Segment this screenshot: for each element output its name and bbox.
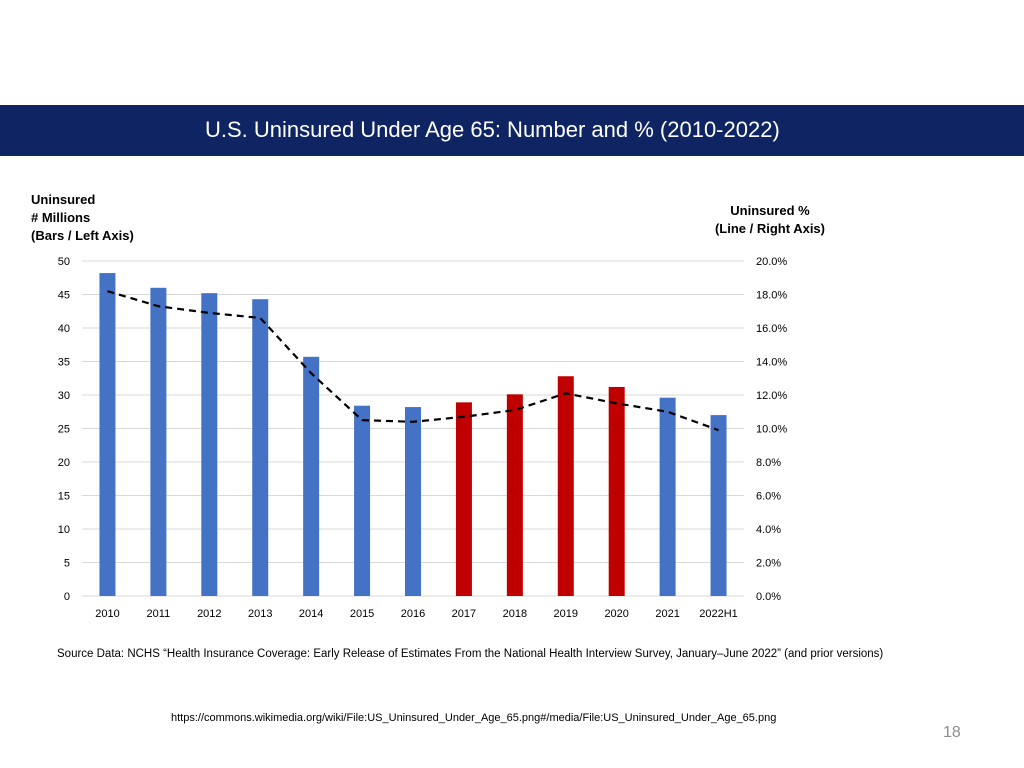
bar — [659, 397, 676, 596]
bar — [608, 386, 625, 596]
left-tick-label: 35 — [58, 357, 70, 369]
right-tick-label: 14.0% — [756, 357, 787, 369]
right-tick-label: 18.0% — [756, 290, 787, 302]
left-axis-label-line: # Millions — [31, 210, 91, 225]
slide-title: U.S. Uninsured Under Age 65: Number and … — [205, 117, 780, 142]
bar — [557, 376, 574, 596]
bar — [201, 293, 218, 596]
left-tick-label: 25 — [58, 424, 70, 436]
x-tick-label: 2012 — [197, 608, 221, 620]
right-axis-label-line: Uninsured % — [730, 203, 810, 218]
bar — [99, 273, 116, 596]
left-tick-label: 40 — [58, 323, 70, 335]
x-tick-label: 2021 — [655, 608, 679, 620]
right-axis-label: Uninsured % (Line / Right Axis) — [715, 202, 825, 238]
page-number: 18 — [943, 724, 961, 741]
x-tick-label: 2019 — [554, 608, 578, 620]
x-tick-label: 2011 — [147, 608, 171, 620]
left-tick-label: 30 — [58, 390, 70, 402]
source-url[interactable]: https://commons.wikimedia.org/wiki/File:… — [171, 712, 777, 724]
right-tick-label: 20.0% — [756, 256, 787, 268]
x-tick-label: 2013 — [248, 608, 272, 620]
right-tick-label: 6.0% — [756, 491, 781, 503]
x-tick-label: 2017 — [452, 608, 476, 620]
right-tick-label: 0.0% — [756, 591, 781, 603]
right-tick-label: 4.0% — [756, 524, 781, 536]
right-tick-label: 16.0% — [756, 323, 787, 335]
bar — [710, 415, 727, 596]
left-tick-label: 5 — [64, 558, 70, 570]
title-bar — [0, 105, 1024, 156]
bar — [506, 394, 523, 596]
right-tick-label: 12.0% — [756, 390, 787, 402]
x-tick-label: 2022H1 — [699, 608, 738, 620]
x-tick-label: 2018 — [503, 608, 527, 620]
left-axis-label: Uninsured # Millions (Bars / Left Axis) — [31, 191, 134, 245]
left-axis-label-line: Uninsured — [31, 192, 96, 207]
x-tick-label: 2016 — [401, 608, 425, 620]
bar — [354, 405, 371, 596]
left-tick-label: 45 — [58, 290, 70, 302]
x-tick-label: 2015 — [350, 608, 374, 620]
bar — [455, 402, 472, 596]
bar — [303, 356, 320, 596]
x-tick-label: 2010 — [95, 608, 119, 620]
left-tick-label: 50 — [58, 256, 70, 268]
x-tick-label: 2014 — [299, 608, 323, 620]
right-tick-label: 8.0% — [756, 457, 781, 469]
left-axis-label-line: (Bars / Left Axis) — [31, 228, 134, 243]
left-tick-label: 0 — [64, 591, 70, 603]
left-tick-label: 10 — [58, 524, 70, 536]
x-tick-label: 2020 — [604, 608, 628, 620]
right-tick-label: 2.0% — [756, 558, 781, 570]
right-axis-label-line: (Line / Right Axis) — [714, 221, 825, 236]
source-note: Source Data: NCHS “Health Insurance Cove… — [57, 648, 884, 660]
right-tick-label: 10.0% — [756, 424, 787, 436]
bar — [405, 407, 421, 596]
bar — [252, 299, 269, 596]
uninsured-percent-line — [107, 290, 719, 432]
bar — [150, 287, 167, 596]
left-tick-label: 20 — [58, 457, 70, 469]
left-tick-label: 15 — [58, 491, 70, 503]
